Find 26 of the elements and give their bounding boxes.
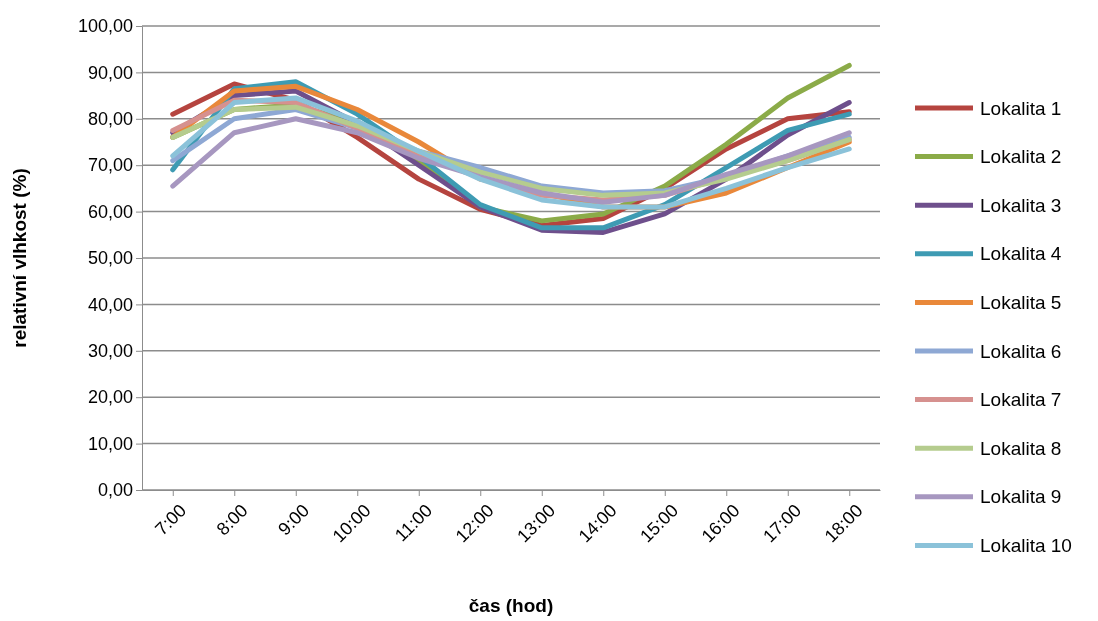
y-tick-label: 80,00 <box>87 109 133 130</box>
y-tick-label: 70,00 <box>87 155 133 176</box>
x-tick-label: 7:00 <box>151 500 191 540</box>
legend-label: Lokalita 7 <box>980 389 1062 411</box>
legend-label: Lokalita 5 <box>980 292 1062 314</box>
y-tick-label: 20,00 <box>87 387 133 408</box>
y-tick-label: 100,00 <box>77 16 133 37</box>
y-tick-label: 40,00 <box>87 294 133 315</box>
x-tick-label: 8:00 <box>212 500 252 540</box>
legend-label: Lokalita 6 <box>980 340 1062 362</box>
y-tick-label: 90,00 <box>87 62 133 83</box>
y-axis-title: relativní vlhkost (%) <box>9 168 30 348</box>
legend-label: Lokalita 2 <box>980 146 1062 168</box>
legend-label: Lokalita 9 <box>980 486 1062 508</box>
legend-label: Lokalita 1 <box>980 97 1062 119</box>
y-tick-label: 60,00 <box>87 201 133 222</box>
legend-label: Lokalita 4 <box>980 243 1062 265</box>
y-tick-label: 0,00 <box>97 480 133 501</box>
y-tick-label: 50,00 <box>87 248 133 269</box>
legend-label: Lokalita 8 <box>980 437 1062 459</box>
legend-label: Lokalita 3 <box>980 194 1062 216</box>
y-tick-label: 30,00 <box>87 341 133 362</box>
legend-label: Lokalita 10 <box>980 535 1072 557</box>
y-tick-label: 10,00 <box>87 433 133 454</box>
x-tick-label: 9:00 <box>274 500 314 540</box>
x-axis-title: čas (hod) <box>468 595 554 616</box>
